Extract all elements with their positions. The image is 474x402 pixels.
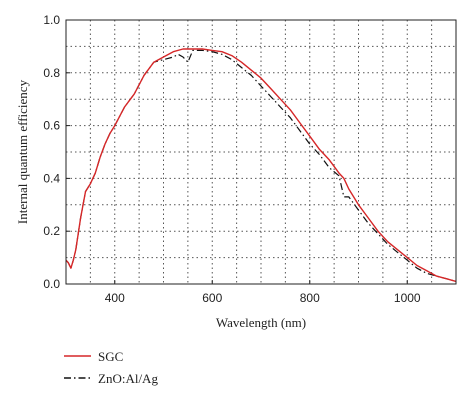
y-tick-label: 0.4 — [43, 171, 60, 185]
x-tick-label: 1000 — [394, 291, 421, 305]
tick-layer: 400 600 800 1000 0.0 0.2 0.4 0.6 0.8 1.0 — [43, 13, 421, 305]
y-axis-title: Internal quantum efficiency — [15, 79, 30, 224]
series-line-sgc — [65, 48, 457, 283]
series-layer — [65, 48, 457, 283]
y-tick-label: 0.2 — [43, 224, 60, 238]
series-line-zno-al-ag — [65, 49, 457, 282]
plot-frame — [65, 19, 457, 285]
x-axis-title: Wavelength (nm) — [216, 315, 306, 330]
x-tick-label: 600 — [202, 291, 222, 305]
x-tick-label: 400 — [105, 291, 125, 305]
legend-label-zno: ZnO:Al/Ag — [98, 371, 158, 386]
y-tick-label: 1.0 — [43, 13, 60, 27]
legend-label-sgc: SGC — [98, 349, 123, 364]
y-tick-label: 0.0 — [43, 277, 60, 291]
legend: SGC ZnO:Al/Ag — [64, 349, 158, 386]
x-tick-label: 800 — [300, 291, 320, 305]
grid-layer — [66, 20, 456, 284]
y-tick-label: 0.8 — [43, 66, 60, 80]
y-tick-label: 0.6 — [43, 119, 60, 133]
